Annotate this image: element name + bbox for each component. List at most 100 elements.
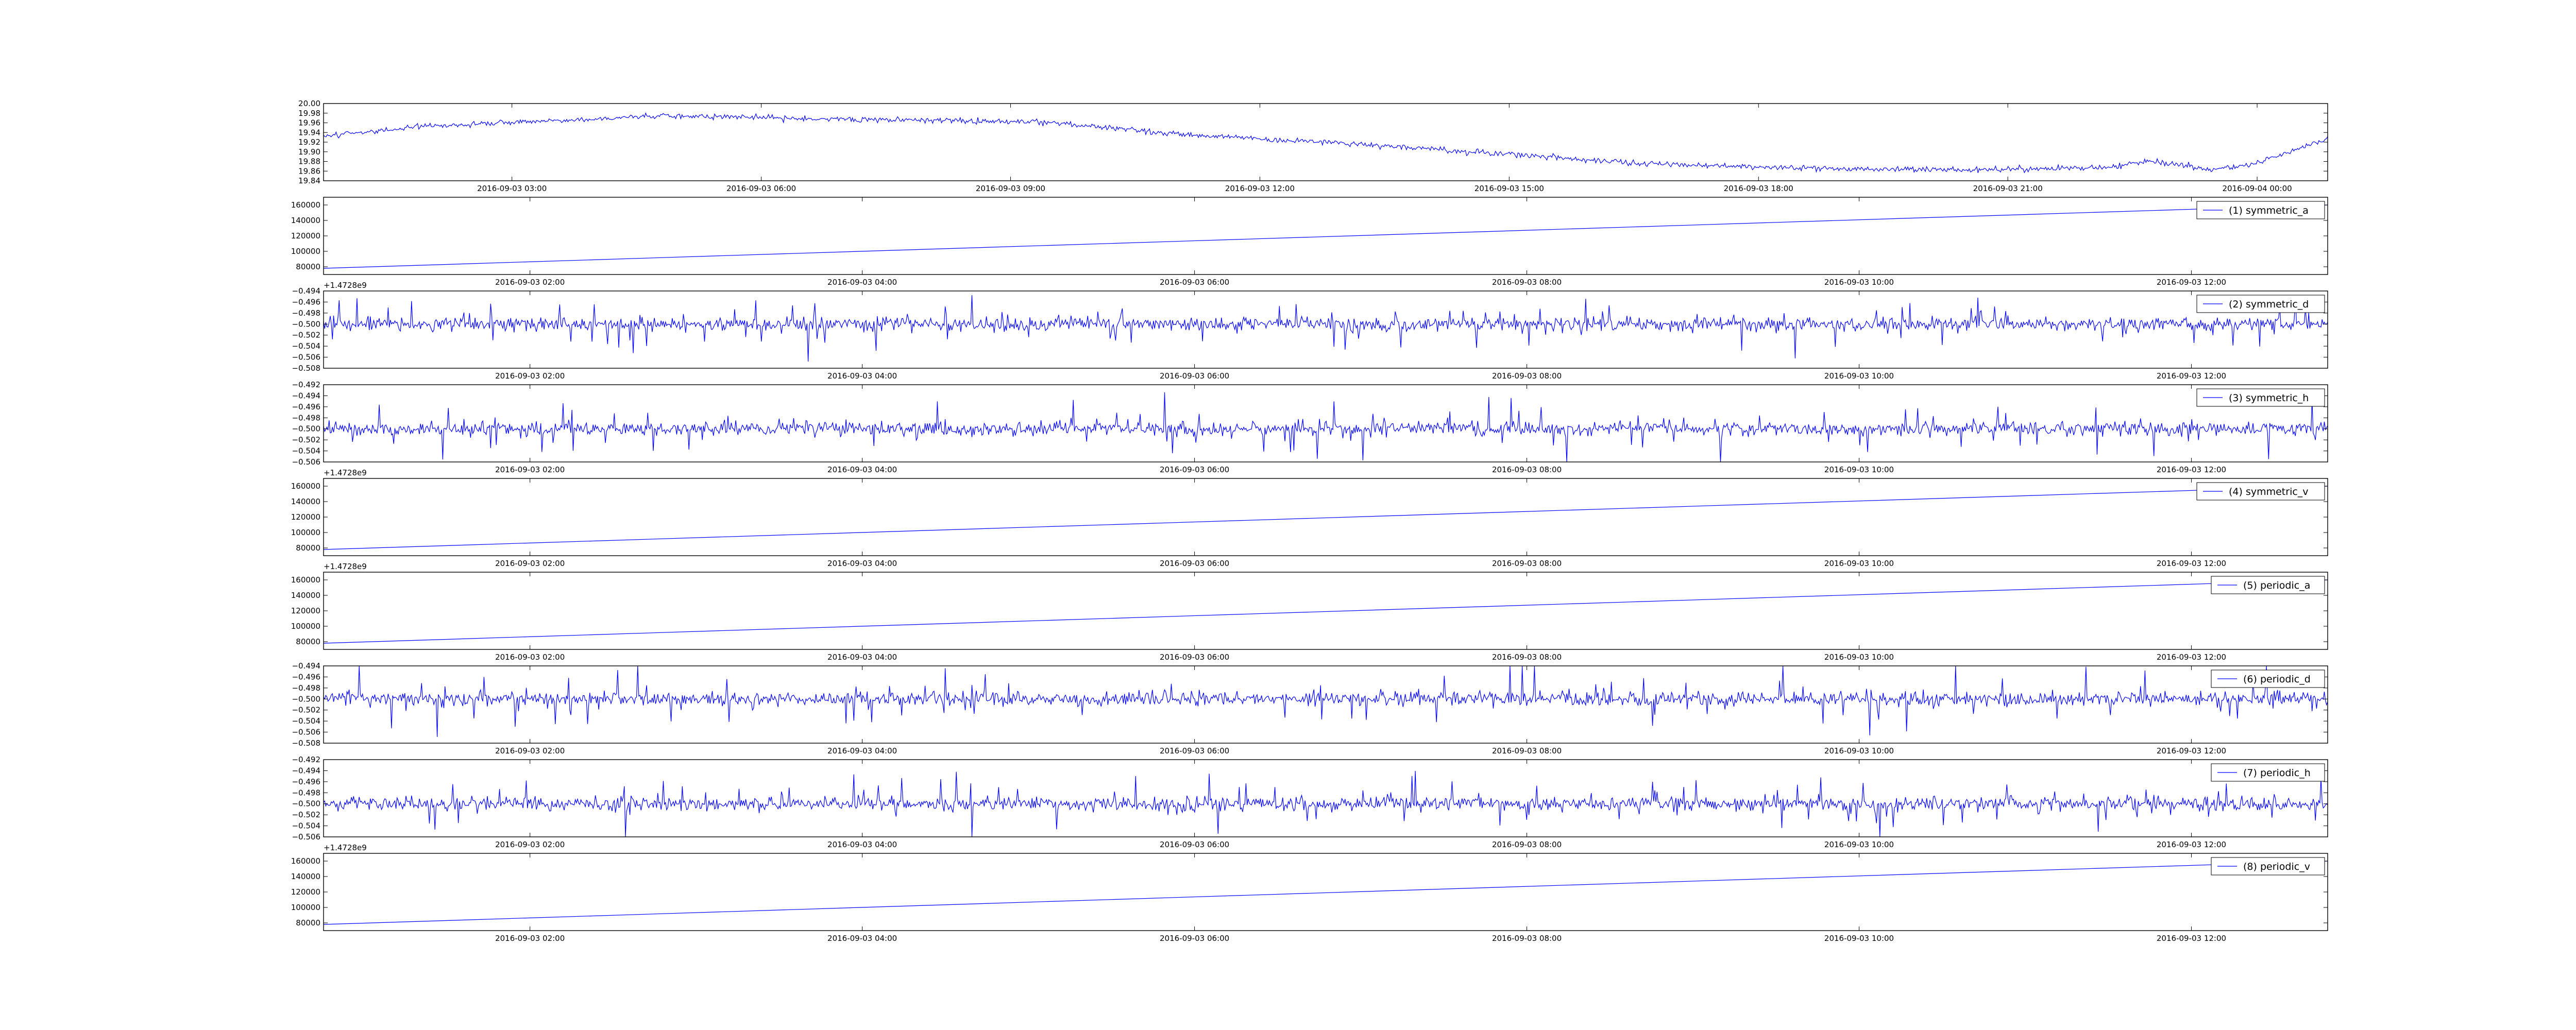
y-tick-label: 19.98 <box>298 109 320 118</box>
x-tick-label: 2016-09-03 06:00 <box>1160 840 1229 849</box>
y-tick-label: 80000 <box>296 262 320 271</box>
x-tick-label: 2016-09-03 06:00 <box>726 184 796 193</box>
subplot-3: −0.492 −0.494 −0.496 −0.498 −0.500−0.502 −0.5… <box>292 380 2328 477</box>
axes-frame <box>323 572 2328 650</box>
subplot-8: 160000 140000 120000 100000 80000 2016-09-03 … <box>291 853 2328 943</box>
legend-label: (6) periodic_d <box>2243 674 2311 685</box>
y-tick-label: −0.498 <box>292 413 320 422</box>
x-tick-label: 2016-09-03 21:00 <box>1973 184 2043 193</box>
x-tick-label: 2016-09-03 04:00 <box>827 371 897 381</box>
subplot-0: 20.0019.9819.9619.9419.9219.9019.8819.86… <box>298 99 2328 193</box>
y-tick-label: −0.496 <box>292 777 320 786</box>
y-tick-label: 100000 <box>291 247 320 256</box>
x-tick-label: 2016-09-03 02:00 <box>495 934 565 943</box>
x-tick-label: 2016-09-03 02:00 <box>495 371 565 381</box>
y-tick-label: 80000 <box>296 918 320 928</box>
y-tick-label: 19.90 <box>298 147 320 157</box>
x-tick-label: 2016-09-03 08:00 <box>1492 934 1562 943</box>
y-tick-label: 19.88 <box>298 157 320 166</box>
x-tick-label: 2016-09-03 10:00 <box>1824 653 1894 662</box>
y-tick-label: 80000 <box>296 637 320 646</box>
x-tick-label: 2016-09-03 12:00 <box>2157 465 2226 474</box>
y-tick-label: 160000 <box>291 482 320 491</box>
series-line <box>323 579 2328 644</box>
y-tick-label: −0.500 <box>292 799 320 809</box>
x-tick-label: 2016-09-03 12:00 <box>2157 840 2226 849</box>
y-tick-label: 120000 <box>291 512 320 522</box>
x-tick-label: 2016-09-03 12:00 <box>1225 184 1295 193</box>
x-tick-label: 2016-09-03 04:00 <box>827 278 897 287</box>
y-tick-label: −0.504 <box>292 447 320 456</box>
axes-frame <box>323 478 2328 556</box>
y-tick-label: 100000 <box>291 903 320 912</box>
y-tick-label: −0.496 <box>292 297 320 306</box>
x-tick-label: 2016-09-03 02:00 <box>495 465 565 474</box>
subplot-1: 160000 140000 120000 100000 80000 2016-09-03 … <box>291 197 2328 290</box>
x-tick-label: 2016-09-03 02:00 <box>495 840 565 849</box>
legend-label: (4) symmetric_v <box>2229 486 2309 497</box>
x-tick-label: 2016-09-03 10:00 <box>1824 465 1894 474</box>
x-tick-label: 2016-09-03 03:00 <box>477 184 547 193</box>
y-tick-label: 140000 <box>291 872 320 881</box>
series-line <box>323 861 2328 925</box>
subplot-6: −0.494−0.496 −0.498−0.500 −0.502−0.504 −0.5… <box>292 661 2328 756</box>
y-tick-label: −0.496 <box>292 402 320 411</box>
y-tick-label: −0.506 <box>292 728 320 737</box>
legend-label: (1) symmetric_a <box>2229 205 2309 216</box>
series-line <box>323 204 2328 269</box>
y-tick-label: 100000 <box>291 528 320 537</box>
x-tick-label: 2016-09-03 08:00 <box>1492 465 1562 474</box>
x-tick-label: 2016-09-03 06:00 <box>1160 465 1229 474</box>
x-tick-label: 2016-09-03 06:00 <box>1160 559 1229 568</box>
legend-label: (2) symmetric_d <box>2229 299 2309 310</box>
series-line <box>323 295 2328 362</box>
y-tick-label: −0.496 <box>292 672 320 681</box>
y-tick-label: 19.94 <box>298 128 320 137</box>
y-tick-label: 100000 <box>291 622 320 631</box>
x-tick-label: 2016-09-03 15:00 <box>1475 184 1544 193</box>
y-tick-label: 19.84 <box>298 176 320 185</box>
x-offset-text: +1.4728e9 <box>324 468 367 477</box>
y-tick-label: −0.506 <box>292 832 320 842</box>
x-tick-label: 2016-09-03 04:00 <box>827 465 897 474</box>
x-tick-label: 2016-09-03 18:00 <box>1724 184 1793 193</box>
x-tick-label: 2016-09-03 06:00 <box>1160 934 1229 943</box>
series-line <box>323 770 2328 837</box>
y-tick-label: −0.502 <box>292 435 320 444</box>
y-tick-label: 120000 <box>291 231 320 241</box>
y-tick-label: −0.498 <box>292 683 320 693</box>
x-tick-label: 2016-09-03 06:00 <box>1160 371 1229 381</box>
y-tick-label: −0.506 <box>292 353 320 362</box>
subplot-4: 160000 140000 120000 100000 80000 2016-09-03 … <box>291 478 2328 571</box>
x-tick-label: 2016-09-03 04:00 <box>827 934 897 943</box>
x-tick-label: 2016-09-03 02:00 <box>495 559 565 568</box>
x-tick-label: 2016-09-03 04:00 <box>827 746 897 756</box>
y-tick-label: −0.494 <box>292 391 320 400</box>
y-tick-label: −0.498 <box>292 308 320 318</box>
y-tick-label: 140000 <box>291 591 320 600</box>
subplot-5: 160000 140000 120000 100000 80000 2016-09-03 … <box>291 572 2328 662</box>
y-tick-label: 120000 <box>291 606 320 615</box>
series-line <box>323 665 2328 737</box>
y-tick-label: −0.500 <box>292 319 320 329</box>
x-tick-label: 2016-09-03 12:00 <box>2157 746 2226 756</box>
y-tick-label: −0.498 <box>292 788 320 797</box>
y-tick-label: −0.494 <box>292 661 320 671</box>
y-tick-label: −0.502 <box>292 810 320 819</box>
subplot-2: −0.494−0.496 −0.498−0.500 −0.502−0.504 −0.5… <box>292 286 2328 381</box>
x-tick-label: 2016-09-03 12:00 <box>2157 934 2226 943</box>
y-tick-label: −0.492 <box>292 755 320 764</box>
y-tick-label: −0.500 <box>292 694 320 703</box>
x-tick-label: 2016-09-03 08:00 <box>1492 371 1562 381</box>
x-tick-label: 2016-09-03 08:00 <box>1492 840 1562 849</box>
x-tick-label: 2016-09-03 06:00 <box>1160 278 1229 287</box>
x-tick-label: 2016-09-03 10:00 <box>1824 559 1894 568</box>
y-tick-label: −0.494 <box>292 286 320 296</box>
x-tick-label: 2016-09-03 02:00 <box>495 746 565 756</box>
x-tick-label: 2016-09-03 08:00 <box>1492 746 1562 756</box>
x-tick-label: 2016-09-03 10:00 <box>1824 934 1894 943</box>
series-line <box>323 112 2328 174</box>
x-tick-label: 2016-09-03 10:00 <box>1824 371 1894 381</box>
y-tick-label: 140000 <box>291 216 320 225</box>
